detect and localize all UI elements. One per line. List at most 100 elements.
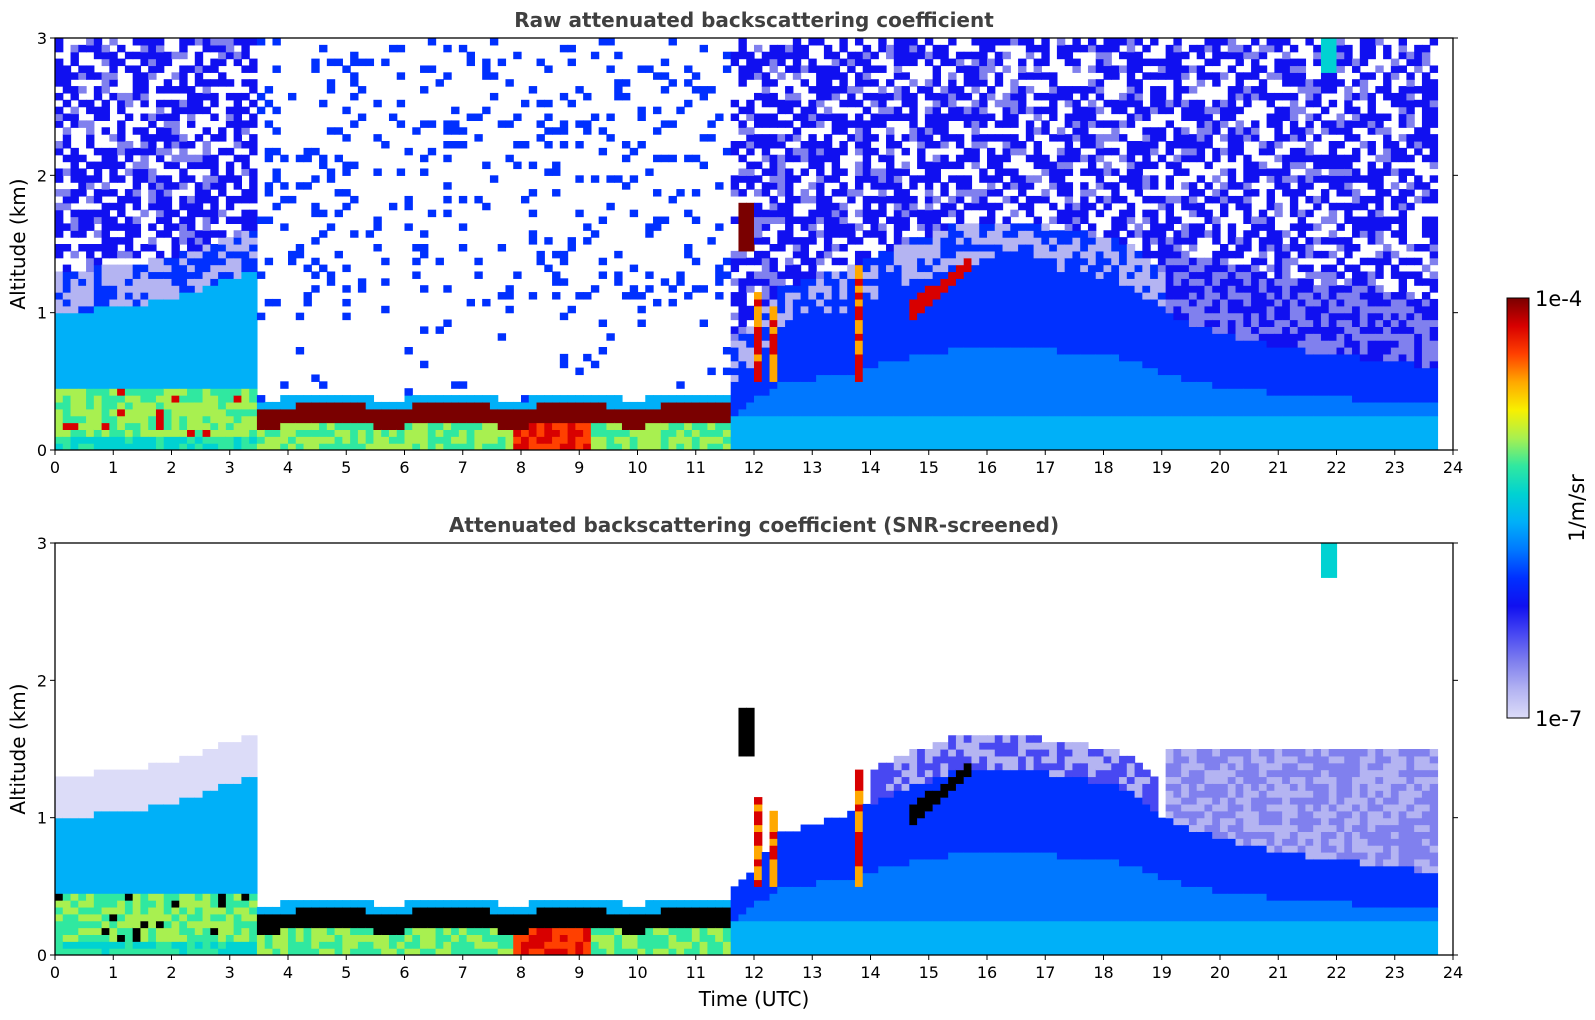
- heatmap-cell: [1429, 175, 1439, 183]
- heatmap-cell: [1056, 415, 1066, 450]
- heatmap-cell: [202, 92, 211, 101]
- heatmap-cell: [1134, 250, 1143, 259]
- heatmap-cell: [311, 271, 320, 279]
- heatmap-cell: [754, 278, 763, 286]
- heatmap-cell: [1328, 831, 1338, 839]
- heatmap-cell: [886, 92, 895, 101]
- heatmap-cell: [218, 51, 227, 60]
- heatmap-cell: [552, 250, 561, 259]
- heatmap-cell: [1258, 790, 1268, 826]
- heatmap-cell: [1328, 141, 1338, 170]
- heatmap-cell: [1220, 120, 1229, 128]
- heatmap-cell: [808, 920, 817, 955]
- heatmap-cell: [451, 120, 460, 135]
- heatmap-cell: [1049, 230, 1058, 238]
- heatmap-cell: [86, 776, 95, 819]
- x-tick-label: 13: [802, 963, 822, 982]
- heatmap-cell: [598, 906, 608, 929]
- heatmap-cell: [427, 401, 437, 424]
- heatmap-cell: [1041, 168, 1050, 176]
- heatmap-cell: [785, 415, 794, 450]
- heatmap-cell: [1274, 202, 1283, 218]
- heatmap-cell: [171, 803, 180, 894]
- heatmap-cell: [311, 202, 320, 218]
- heatmap-cell: [544, 127, 553, 135]
- heatmap-cell: [1414, 141, 1423, 149]
- heatmap-cell: [179, 99, 188, 108]
- heatmap-cell: [536, 927, 545, 949]
- heatmap-cell: [621, 913, 631, 935]
- heatmap-cell: [1235, 769, 1244, 778]
- heatmap-cell: [233, 58, 242, 67]
- heatmap-cell: [614, 395, 623, 410]
- heatmap-cell: [1196, 285, 1206, 300]
- heatmap-cell: [388, 44, 398, 53]
- heatmap-cell: [62, 941, 72, 949]
- heatmap-cell: [878, 195, 887, 218]
- heatmap-cell: [435, 443, 444, 450]
- heatmap-cell: [1002, 223, 1011, 231]
- heatmap-cell: [1282, 38, 1291, 46]
- heatmap-cell: [497, 333, 507, 341]
- heatmap-cell: [1025, 852, 1035, 922]
- heatmap-cell: [769, 182, 778, 190]
- heatmap-cell: [917, 920, 926, 955]
- heatmap-cell: [567, 305, 576, 314]
- heatmap-cell: [754, 72, 763, 80]
- heatmap-cell: [854, 790, 864, 805]
- y-tick-label: 3: [37, 29, 47, 48]
- heatmap-cell: [862, 257, 872, 273]
- heatmap-cell: [854, 353, 864, 382]
- heatmap-cell: [785, 319, 794, 382]
- heatmap-cell: [1018, 65, 1027, 73]
- heatmap-cell: [70, 436, 79, 450]
- heatmap-cell: [78, 422, 87, 430]
- heatmap-cell: [932, 209, 941, 224]
- heatmap-cell: [1181, 803, 1190, 812]
- heatmap-cell: [1375, 803, 1384, 812]
- heatmap-cell: [1025, 182, 1035, 190]
- heatmap-cell: [1220, 920, 1229, 955]
- heatmap-cell: [1383, 920, 1392, 955]
- heatmap-cell: [1258, 749, 1268, 757]
- heatmap-cell: [575, 401, 584, 424]
- heatmap-cell: [987, 182, 996, 190]
- heatmap-cell: [730, 367, 740, 376]
- heatmap-cell: [1398, 202, 1407, 211]
- heatmap-cell: [1041, 189, 1050, 197]
- heatmap-cell: [132, 810, 142, 894]
- heatmap-cell: [233, 913, 242, 935]
- heatmap-cell: [381, 906, 390, 915]
- heatmap-cell: [893, 776, 903, 784]
- heatmap-cell: [1056, 161, 1066, 170]
- heatmap-cell: [1002, 65, 1011, 73]
- heatmap-cell: [140, 401, 149, 437]
- heatmap-cell: [1328, 38, 1338, 73]
- heatmap-cell: [1064, 182, 1074, 197]
- heatmap-cell: [1320, 326, 1330, 341]
- heatmap-cell: [559, 312, 569, 321]
- heatmap-cell: [241, 408, 250, 417]
- heatmap-cell: [1251, 120, 1260, 128]
- heatmap-cell: [660, 422, 670, 430]
- heatmap-cell: [1352, 168, 1361, 183]
- heatmap-cell: [148, 257, 157, 273]
- heatmap-cell: [730, 340, 740, 348]
- heatmap-cell: [1289, 900, 1299, 922]
- heatmap-cell: [1352, 810, 1361, 826]
- heatmap-cell: [1103, 120, 1112, 128]
- heatmap-cell: [1367, 810, 1376, 832]
- heatmap-cell: [1072, 776, 1081, 860]
- heatmap-cell: [1033, 852, 1042, 922]
- heatmap-cell: [280, 927, 289, 955]
- heatmap-cell: [365, 443, 375, 450]
- heatmap-cell: [769, 886, 778, 894]
- heatmap-cell: [148, 182, 157, 190]
- heatmap-cell: [311, 900, 320, 908]
- heatmap-cell: [1297, 762, 1307, 771]
- heatmap-cell: [955, 154, 965, 170]
- heatmap-cell: [194, 401, 204, 430]
- heatmap-cell: [1095, 195, 1105, 204]
- heatmap-cell: [1336, 305, 1345, 314]
- heatmap-cell: [342, 285, 351, 293]
